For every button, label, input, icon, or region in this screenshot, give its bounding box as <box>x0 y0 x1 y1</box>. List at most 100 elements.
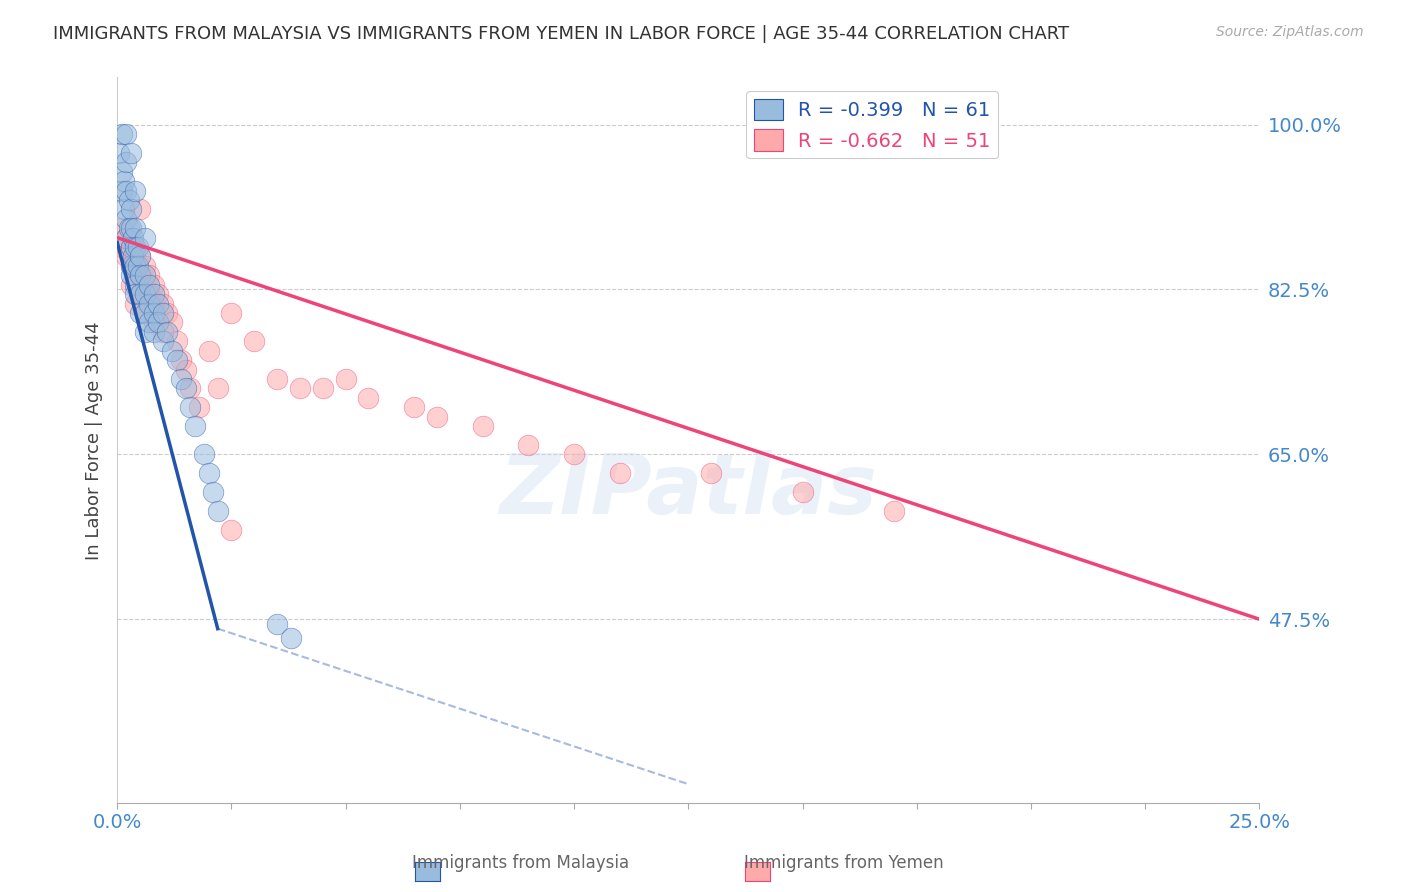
Point <box>700 466 723 480</box>
Point <box>221 306 243 320</box>
Point <box>883 504 905 518</box>
Point <box>266 372 288 386</box>
Point <box>142 287 165 301</box>
Point <box>152 325 174 339</box>
Point <box>120 221 142 235</box>
Point <box>138 296 160 310</box>
Point <box>266 616 288 631</box>
Point <box>152 306 174 320</box>
Point <box>134 287 156 301</box>
Point <box>129 268 152 283</box>
Point <box>115 250 138 264</box>
Point <box>127 240 149 254</box>
Point <box>243 334 266 349</box>
Point <box>156 306 179 320</box>
Point <box>170 372 193 386</box>
Point <box>357 391 380 405</box>
Point <box>124 184 146 198</box>
Point <box>111 184 134 198</box>
Point <box>134 268 156 283</box>
Point <box>108 145 131 160</box>
Point <box>138 315 160 329</box>
Point <box>166 334 188 349</box>
Point <box>142 277 165 292</box>
Point <box>134 259 156 273</box>
Point <box>120 240 142 254</box>
Point <box>179 401 201 415</box>
Point <box>179 381 201 395</box>
Point <box>112 174 135 188</box>
Point <box>120 202 142 217</box>
Point <box>115 230 138 244</box>
Point <box>112 202 135 217</box>
Point <box>115 127 138 141</box>
Point <box>160 343 183 358</box>
Text: Immigrants from Yemen: Immigrants from Yemen <box>744 855 943 872</box>
Point <box>221 523 243 537</box>
Point <box>129 202 152 217</box>
Point <box>288 381 311 395</box>
Point <box>111 221 134 235</box>
Point <box>471 419 494 434</box>
Point <box>197 466 219 480</box>
Point <box>188 401 211 415</box>
Point <box>111 240 134 254</box>
Point <box>207 381 229 395</box>
Point <box>115 211 138 226</box>
Text: Source: ZipAtlas.com: Source: ZipAtlas.com <box>1216 25 1364 39</box>
Point <box>115 184 138 198</box>
Point <box>129 250 152 264</box>
Point <box>148 287 170 301</box>
Point <box>124 277 146 292</box>
Point <box>117 193 139 207</box>
Point <box>152 296 174 310</box>
Point <box>120 259 142 273</box>
Point <box>129 268 152 283</box>
Point <box>129 287 152 301</box>
Point <box>122 250 145 264</box>
Point <box>312 381 335 395</box>
Point <box>124 296 146 310</box>
Text: ZIPatlas: ZIPatlas <box>499 450 877 532</box>
Point <box>404 401 426 415</box>
Point <box>115 230 138 244</box>
Point <box>142 296 165 310</box>
Point <box>148 315 170 329</box>
Point <box>120 268 142 283</box>
Point <box>197 343 219 358</box>
Point <box>138 277 160 292</box>
Point <box>335 372 357 386</box>
Text: Immigrants from Malaysia: Immigrants from Malaysia <box>412 855 628 872</box>
Point <box>120 240 142 254</box>
Point <box>174 362 197 376</box>
Point <box>193 447 215 461</box>
Point <box>129 306 152 320</box>
Point <box>170 353 193 368</box>
Point <box>562 447 585 461</box>
Y-axis label: In Labor Force | Age 35-44: In Labor Force | Age 35-44 <box>86 321 103 559</box>
Point <box>142 325 165 339</box>
Point <box>120 259 142 273</box>
Point <box>426 409 449 424</box>
Point <box>138 287 160 301</box>
Point <box>174 381 197 395</box>
Point <box>124 250 146 264</box>
Point <box>280 631 302 645</box>
Point <box>134 325 156 339</box>
Text: IMMIGRANTS FROM MALAYSIA VS IMMIGRANTS FROM YEMEN IN LABOR FORCE | AGE 35-44 COR: IMMIGRANTS FROM MALAYSIA VS IMMIGRANTS F… <box>53 25 1070 43</box>
Point <box>152 334 174 349</box>
Point <box>134 230 156 244</box>
Point <box>120 145 142 160</box>
Point <box>111 127 134 141</box>
Point <box>120 277 142 292</box>
Point <box>202 485 225 500</box>
Point <box>122 230 145 244</box>
Point <box>166 353 188 368</box>
Point <box>129 250 152 264</box>
Point <box>148 296 170 310</box>
Point <box>156 325 179 339</box>
Point <box>207 504 229 518</box>
Point <box>111 164 134 178</box>
Point <box>115 155 138 169</box>
Point <box>124 240 146 254</box>
